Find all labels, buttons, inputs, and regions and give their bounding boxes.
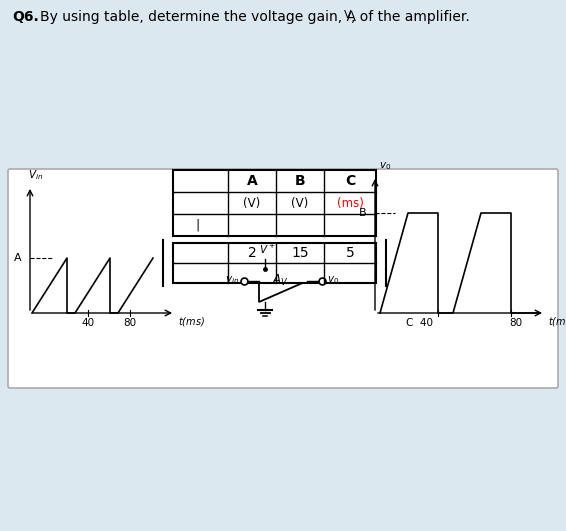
Text: V: V — [344, 10, 351, 20]
Text: $v_0$: $v_0$ — [327, 274, 339, 286]
Text: $V^+$: $V^+$ — [259, 243, 275, 256]
Text: $V_{in}$: $V_{in}$ — [28, 168, 43, 182]
Bar — [173, 170, 376, 236]
Text: B: B — [359, 208, 367, 218]
FancyBboxPatch shape — [8, 169, 558, 388]
Text: Q6.: Q6. — [12, 10, 38, 24]
Text: $v_{in}$: $v_{in}$ — [225, 274, 239, 286]
Text: 2: 2 — [248, 246, 256, 260]
Text: , of the amplifier.: , of the amplifier. — [351, 10, 470, 24]
Text: B: B — [295, 174, 305, 188]
Text: $A_V$: $A_V$ — [272, 272, 289, 288]
Text: (V): (V) — [291, 196, 308, 210]
Text: 80: 80 — [123, 318, 136, 328]
Text: A: A — [14, 253, 22, 263]
Text: By using table, determine the voltage gain, A: By using table, determine the voltage ga… — [40, 10, 356, 24]
Text: (V): (V) — [243, 196, 260, 210]
Text: A: A — [247, 174, 258, 188]
Text: 80: 80 — [509, 318, 522, 328]
Text: $t$(ms): $t$(ms) — [178, 315, 205, 328]
Text: 15: 15 — [291, 246, 309, 260]
Text: C: C — [345, 174, 355, 188]
Text: $v_0$: $v_0$ — [379, 160, 391, 172]
Text: 5: 5 — [346, 246, 354, 260]
Text: $t$(ms): $t$(ms) — [548, 315, 566, 328]
Text: C  40: C 40 — [406, 318, 434, 328]
Text: (ms): (ms) — [337, 196, 363, 210]
Text: |: | — [196, 218, 200, 232]
Text: 40: 40 — [82, 318, 95, 328]
Bar — [173, 243, 376, 283]
